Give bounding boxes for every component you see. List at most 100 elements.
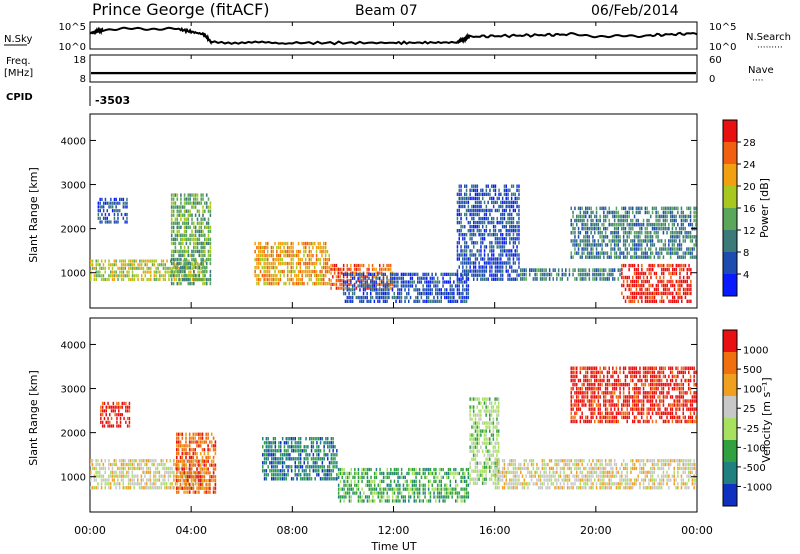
scatter-cell [684,291,687,296]
scatter-cell [166,270,168,274]
scatter-cell [507,196,509,201]
scatter-cell [621,251,623,255]
scatter-cell [97,209,100,213]
scatter-cell [391,487,394,491]
scatter-cell [194,213,197,217]
scatter-cell [610,251,612,255]
scatter-cell [579,218,582,223]
scatter-cell [447,292,450,296]
scatter-cell [274,261,276,266]
scatter-cell [492,437,495,441]
scatter-cell [639,210,641,215]
scatter-cell [651,239,654,243]
scatter-cell [363,499,365,503]
scatter-cell [144,459,146,463]
scatter-cell [207,217,210,221]
scatter-cell [120,470,123,474]
scatter-cell [652,299,654,303]
scatter-cell [462,479,464,483]
scatter-cell [162,474,164,478]
scatter-cell [310,449,313,453]
scatter-cell [492,449,495,453]
scatter-cell [205,265,208,270]
scatter-cell [592,243,594,247]
scatter-cell [497,409,500,413]
scatter-cell [481,429,484,433]
scatter-cell [613,255,616,259]
scatter-cell [510,269,513,273]
scatter-cell [375,284,377,288]
scatter-cell [368,276,370,280]
scatter-cell [155,470,157,474]
scatter-cell [147,470,150,474]
scatter-cell [214,451,217,456]
scatter-cell [456,277,459,281]
scatter-cell [103,401,106,405]
scatter-cell [119,270,121,274]
scatter-cell [426,295,428,300]
scatter-cell [156,478,159,482]
scatter-cell [446,495,448,499]
scatter-cell [265,245,267,250]
scatter-cell [343,471,345,476]
scatter-cell [686,299,688,303]
scatter-cell [348,475,351,479]
scatter-cell [214,440,217,444]
scatter-cell [586,251,589,255]
scatter-cell [478,421,480,425]
scatter-cell [503,241,506,245]
scatter-cell [190,471,193,475]
scatter-cell [462,495,464,499]
scatter-cell [456,273,459,277]
scatter-cell [353,263,356,268]
scatter-cell [149,486,152,490]
scatter-cell [265,473,268,477]
scatter-cell [572,272,574,277]
scatter-cell [491,208,493,213]
scatter-cell [622,279,625,284]
scatter-cell [689,231,692,235]
scatter-cell [483,200,486,205]
scatter-cell [615,214,618,219]
scatter-cell [462,288,464,292]
scatter-cell [285,261,287,266]
scatter-cell [682,275,685,280]
scatter-cell [162,266,165,270]
scatter-cell [386,491,388,495]
scatter-cell [138,466,141,471]
scatter-cell [668,251,670,255]
scatter-cell [272,441,275,445]
scatter-cell [122,482,124,486]
scatter-cell [501,459,504,463]
scatter-cell [661,283,663,288]
scatter-cell [337,467,340,472]
scatter-cell [539,277,542,281]
scatter-cell [160,459,162,463]
scatter-cell [668,271,670,276]
scatter-cell [657,210,659,215]
scatter-cell [332,445,334,449]
scatter-cell [146,459,148,463]
scatter-cell [131,259,134,263]
scatter-cell [679,295,681,300]
scatter-cell [592,239,594,243]
scatter-cell [364,471,367,476]
scatter-cell [375,467,378,472]
scatter-cell [174,482,177,486]
scatter-cell [574,239,576,243]
scatter-cell [370,487,372,491]
scatter-cell [314,457,316,461]
scatter-cell [577,206,580,211]
scatter-cell [265,281,267,286]
scatter-cell [574,268,576,272]
scatter-cell [102,474,105,478]
scatter-cell [491,265,493,269]
scatter-cell [274,457,277,461]
scatter-cell [603,268,605,272]
scatter-cell [635,283,638,288]
scatter-cell [487,449,489,453]
scatter-cell [277,253,280,258]
scatter-cell [413,491,415,495]
scatter-cell [514,470,516,474]
scatter-cell [207,229,210,233]
